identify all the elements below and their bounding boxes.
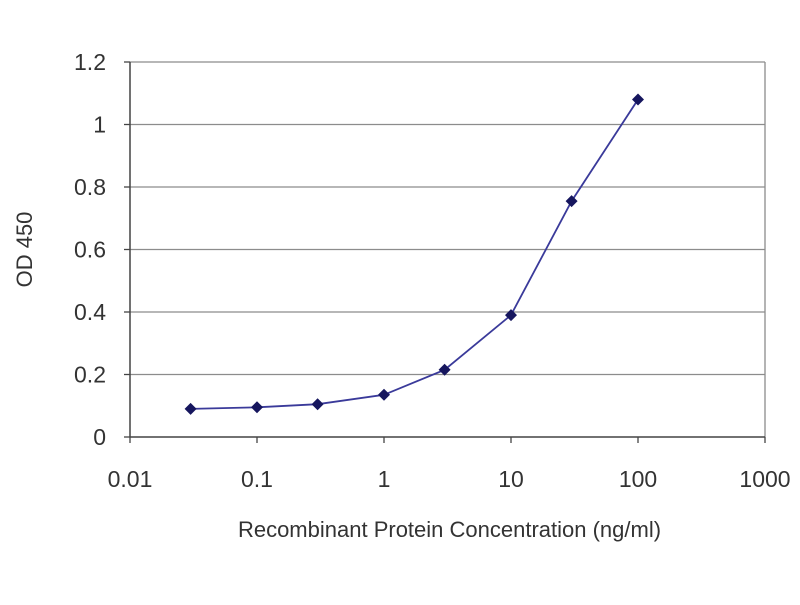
data-point-6 [565, 195, 578, 208]
x-tick-label-2: 1 [378, 466, 391, 492]
y-tick-label-0: 0 [93, 424, 106, 450]
data-point-4 [438, 363, 451, 376]
x-tick-label-1: 0.1 [241, 466, 273, 492]
x-tick-label-5: 1000 [739, 466, 790, 492]
y-tick-label-3: 0.6 [74, 237, 106, 263]
tick-labels: 0 0.2 0.4 0.6 0.8 1 1.2 0.01 0.1 1 10 100 1000 [74, 49, 791, 492]
data-point-5 [505, 309, 517, 322]
data-point-1 [251, 401, 263, 414]
y-tick-label-2: 0.4 [74, 299, 106, 325]
y-tick-label-6: 1.2 [74, 49, 106, 75]
y-tick-label-1: 0.2 [74, 362, 106, 388]
y-tick-label-5: 1 [93, 112, 106, 138]
x-tick-label-3: 10 [498, 466, 524, 492]
grid-lines [130, 61, 765, 376]
data-point-2 [311, 398, 324, 411]
data-point-7 [632, 93, 644, 106]
series-line-0 [190, 99, 639, 410]
data-point-0 [184, 402, 197, 415]
x-tick-label-4: 100 [619, 466, 657, 492]
x-axis-label: Recombinant Protein Concentration (ng/ml… [238, 517, 661, 542]
series [184, 93, 644, 415]
data-point-3 [378, 388, 390, 401]
y-axis-label: OD 450 [12, 212, 37, 288]
x-tick-label-0: 0.01 [108, 466, 153, 492]
y-tick-label-4: 0.8 [74, 174, 106, 200]
